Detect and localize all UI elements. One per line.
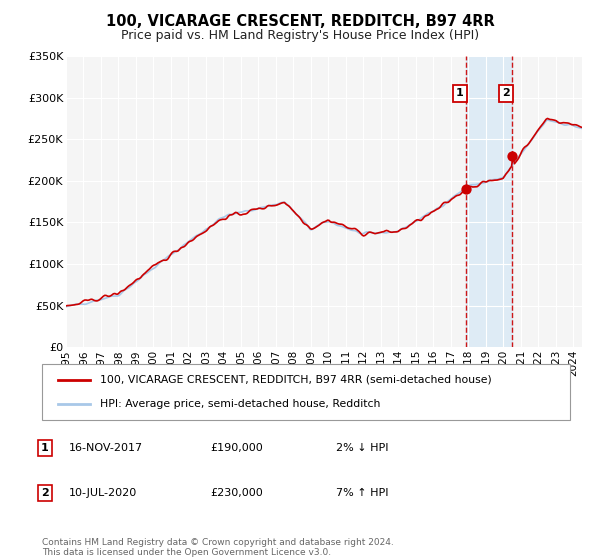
- Text: 2% ↓ HPI: 2% ↓ HPI: [336, 443, 389, 453]
- Text: 100, VICARAGE CRESCENT, REDDITCH, B97 4RR: 100, VICARAGE CRESCENT, REDDITCH, B97 4R…: [106, 14, 494, 29]
- Text: 1: 1: [456, 88, 464, 99]
- FancyBboxPatch shape: [42, 364, 570, 420]
- Text: 1: 1: [41, 443, 49, 453]
- Text: £190,000: £190,000: [210, 443, 263, 453]
- Text: 100, VICARAGE CRESCENT, REDDITCH, B97 4RR (semi-detached house): 100, VICARAGE CRESCENT, REDDITCH, B97 4R…: [100, 375, 492, 385]
- Point: [461, 185, 471, 194]
- Point: [508, 151, 517, 160]
- Text: 2: 2: [502, 88, 510, 99]
- Bar: [466, 56, 512, 347]
- Text: 7% ↑ HPI: 7% ↑ HPI: [336, 488, 389, 498]
- Text: Contains HM Land Registry data © Crown copyright and database right 2024.
This d: Contains HM Land Registry data © Crown c…: [42, 538, 394, 557]
- Text: 16-NOV-2017: 16-NOV-2017: [69, 443, 143, 453]
- Text: HPI: Average price, semi-detached house, Redditch: HPI: Average price, semi-detached house,…: [100, 399, 380, 409]
- Text: £230,000: £230,000: [210, 488, 263, 498]
- Text: 2: 2: [41, 488, 49, 498]
- Text: 10-JUL-2020: 10-JUL-2020: [69, 488, 137, 498]
- Text: Price paid vs. HM Land Registry's House Price Index (HPI): Price paid vs. HM Land Registry's House …: [121, 29, 479, 42]
